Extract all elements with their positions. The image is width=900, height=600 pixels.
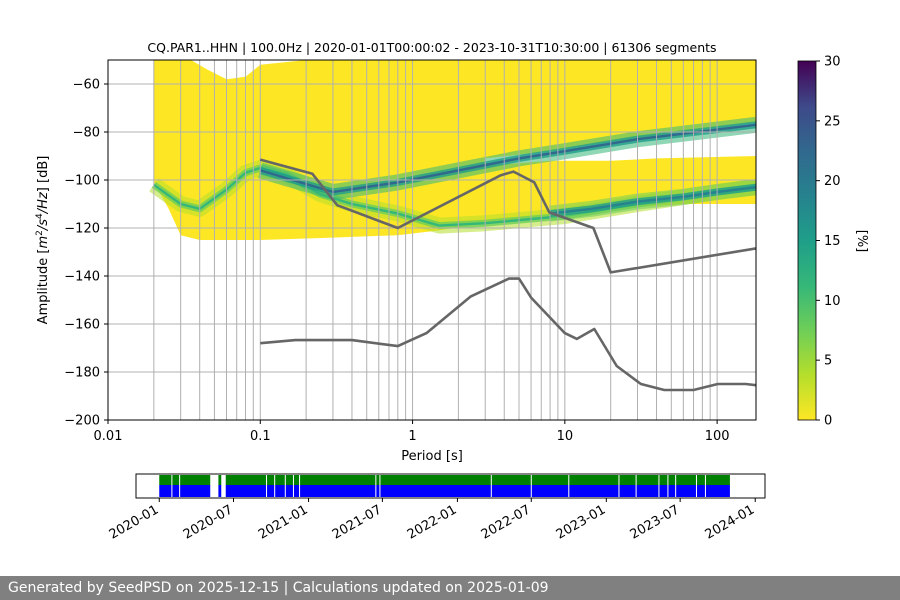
timeline-bars: [159, 475, 730, 497]
grid: [107, 60, 756, 421]
timeline-bar-top: [159, 475, 730, 485]
y-tick-label: −80: [73, 126, 100, 141]
colorbar: 0 5 10 15 20 25 30 [%]: [797, 55, 869, 429]
noise-model-nhnm: [259, 158, 756, 274]
x-tick-label: 1: [408, 429, 416, 444]
x-axis-ticks: 0.01 0.1 1 10 100: [94, 420, 730, 444]
y-tick-label: −200: [64, 414, 100, 429]
timeline-tick-label: 2020-07: [181, 502, 236, 542]
y-axis-label: Amplitude [m2/s4/Hz] [dB]: [35, 156, 51, 325]
colorbar-tick-label: 25: [824, 114, 841, 129]
y-tick-label: −60: [73, 78, 100, 93]
timeline-tick-label: 2023-01: [554, 502, 609, 542]
footer-bar: Generated by SeedPSD on 2025-12-15 | Cal…: [0, 576, 900, 600]
noise-model-nlnm: [260, 277, 756, 392]
y-tick-label: −140: [64, 270, 100, 285]
colorbar-label: [%]: [854, 230, 869, 253]
noise-models: [259, 158, 756, 392]
footer-text: Generated by SeedPSD on 2025-12-15 | Cal…: [8, 580, 549, 596]
plot-frame: [107, 59, 757, 421]
y-tick-label: −100: [64, 174, 100, 189]
timeline-gap: [221, 475, 226, 497]
timeline-tick-label: 2024-01: [703, 502, 758, 542]
timeline-border: [135, 473, 766, 499]
ridge-core-lower-line: [549, 186, 756, 215]
x-tick-label: 0.1: [250, 429, 271, 444]
colorbar-ticks: 0 5 10 15 20 25 30: [816, 55, 841, 429]
data-availability-timeline: 2020-01 2020-07 2021-01 2021-07 2022-01 2022-…: [107, 473, 766, 543]
x-tick-label: 100: [705, 429, 730, 444]
timeline-tick-label: 2021-07: [330, 502, 385, 542]
y-tick-label: −160: [64, 318, 100, 333]
timeline-bar-bottom: [159, 485, 730, 497]
timeline-tick-label: 2023-07: [628, 502, 683, 542]
chart-title: CQ.PAR1..HHN | 100.0Hz | 2020-01-01T00:0…: [147, 40, 716, 55]
y-tick-label: −180: [64, 366, 100, 381]
timeline-tick-label: 2022-01: [405, 502, 460, 542]
density-band: [153, 60, 756, 240]
colorbar-tick-label: 5: [824, 354, 832, 369]
x-tick-label: 10: [557, 429, 574, 444]
colorbar-gradient: [797, 60, 817, 421]
y-tick-label: −120: [64, 222, 100, 237]
timeline-gap: [210, 475, 219, 497]
timeline-tick-label: 2020-01: [107, 502, 162, 542]
timeline-tick-label: 2021-01: [256, 502, 311, 542]
x-tick-label: 0.01: [94, 429, 123, 444]
x-axis-label: Period [s]: [401, 449, 463, 464]
colorbar-tick-label: 30: [824, 55, 841, 70]
colorbar-tick-label: 15: [824, 234, 841, 249]
psd-plot-area: 0.01 0.1 1 10 100 −60 −80 −100 −120 −140 −160 −180…: [64, 59, 757, 444]
colorbar-tick-label: 10: [824, 294, 841, 309]
probability-density-layer: [149, 60, 756, 240]
colorbar-tick-label: 20: [824, 174, 841, 189]
y-axis-ticks: −60 −80 −100 −120 −140 −160 −180 −200: [64, 78, 108, 429]
colorbar-tick-label: 0: [824, 414, 832, 429]
timeline-tick-label: 2022-07: [479, 502, 534, 542]
timeline-ticks: 2020-01 2020-07 2021-01 2021-07 2022-01 2022-…: [107, 498, 758, 543]
